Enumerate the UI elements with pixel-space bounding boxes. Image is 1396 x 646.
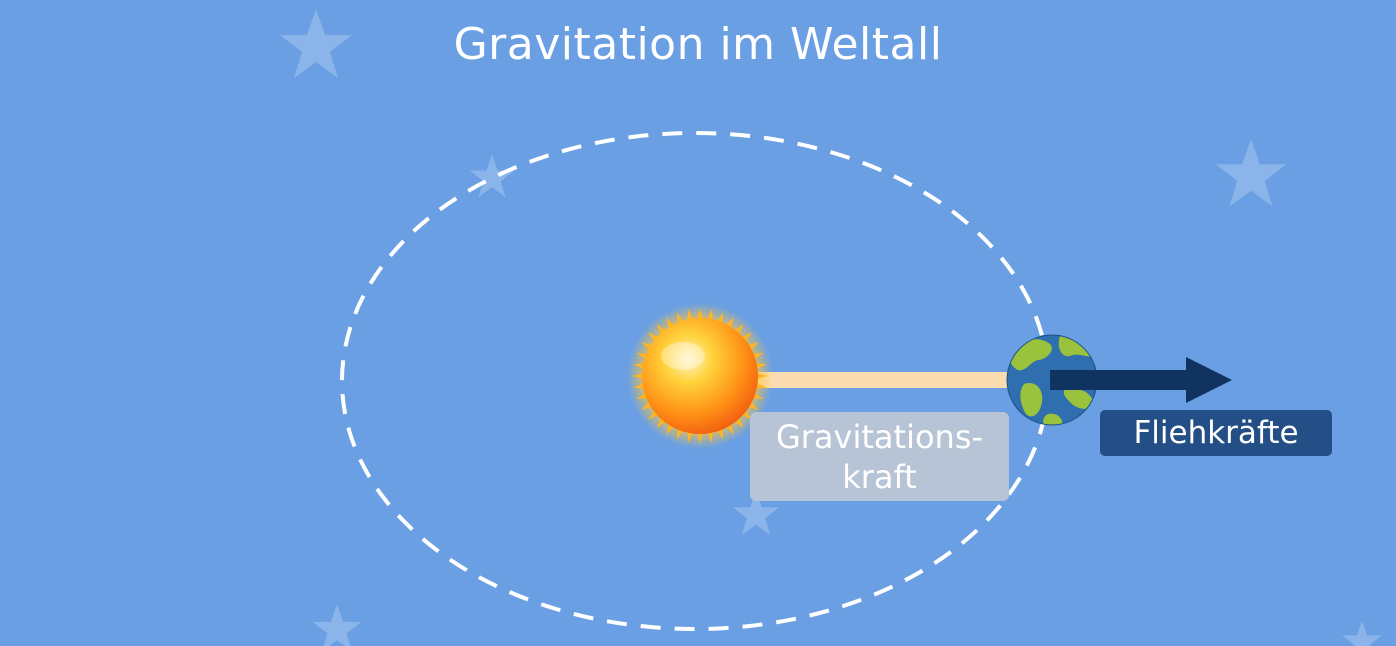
fliehkraft-arrow <box>1050 357 1232 403</box>
star-icon <box>469 154 515 198</box>
star-icon <box>1215 138 1287 207</box>
page-title: Gravitation im Weltall <box>453 19 943 70</box>
gravitation-label: Gravitations- kraft <box>750 412 1009 501</box>
star-icon <box>1342 621 1382 646</box>
gravitation-label-line2: kraft <box>842 458 917 496</box>
star-icon <box>312 604 362 646</box>
fliehkraefte-label: Fliehkräfte <box>1100 410 1332 456</box>
sun-icon <box>627 303 773 449</box>
gravity-force-bar <box>745 372 1055 388</box>
background-stars <box>280 9 1382 646</box>
gravitation-label-line1: Gravitations- <box>775 418 984 456</box>
